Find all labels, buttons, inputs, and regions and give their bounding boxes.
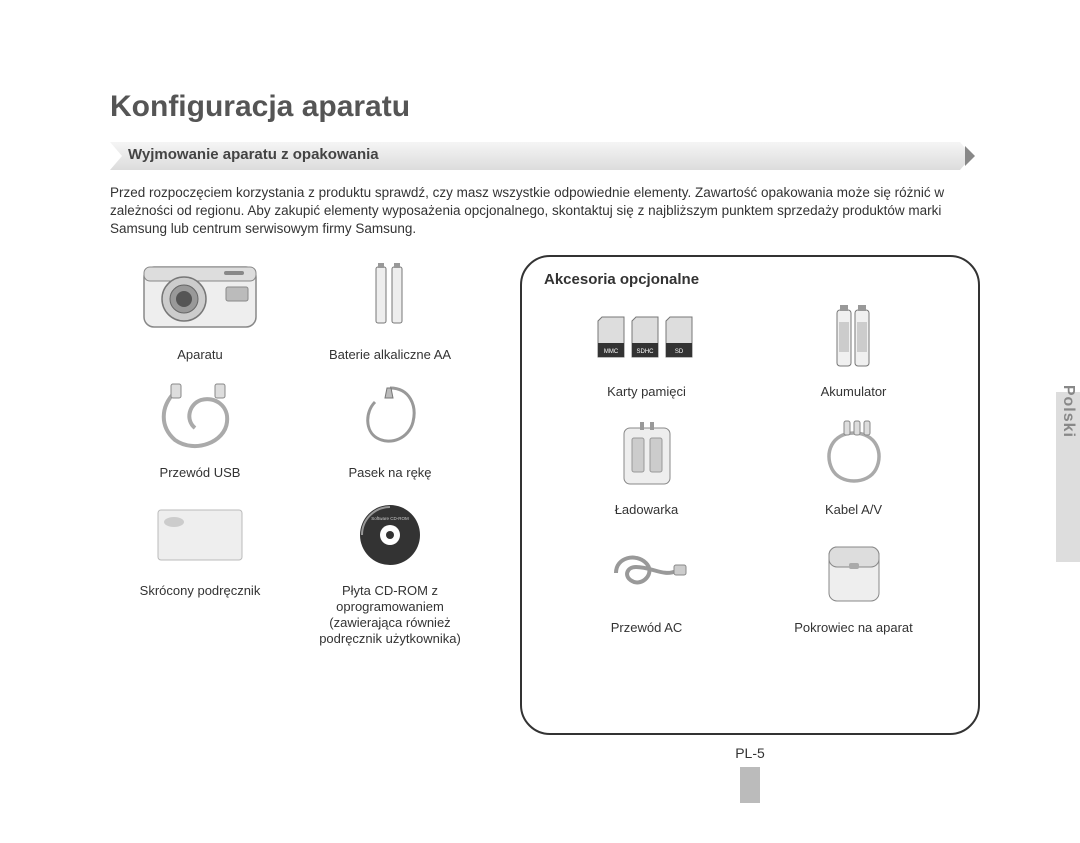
section-banner: Wyjmowanie aparatu z opakowania xyxy=(110,142,980,170)
page-number-bar xyxy=(740,767,760,803)
batteries-label: Baterie alkaliczne AA xyxy=(300,343,480,373)
cards-label: Karty pamięci xyxy=(548,382,745,410)
optional-title: Akcesoria opcjonalne xyxy=(544,271,952,288)
page-number: PL-5 xyxy=(520,745,980,761)
svg-text:Software CD-ROM: Software CD-ROM xyxy=(371,516,409,521)
ac-cord-icon xyxy=(548,534,745,612)
case-label: Pokrowiec na aparat xyxy=(755,618,952,646)
usb-label: Przewód USB xyxy=(110,461,290,491)
batteries-icon xyxy=(300,255,480,335)
guide-icon xyxy=(110,499,290,571)
charger-label: Ładowarka xyxy=(548,500,745,528)
svg-text:SD: SD xyxy=(674,349,683,355)
rechargeable-label: Akumulator xyxy=(755,382,952,410)
strap-icon xyxy=(300,381,480,453)
guide-label: Skrócony podręcznik xyxy=(110,579,290,648)
charger-icon xyxy=(548,416,745,494)
content-columns: Aparatu Baterie alkaliczne AA Przewód xyxy=(110,255,980,803)
usb-cable-icon xyxy=(110,381,290,453)
svg-text:MMC: MMC xyxy=(603,349,618,355)
intro-text: Przed rozpoczęciem korzystania z produkt… xyxy=(110,184,980,239)
page-content: Konfiguracja aparatu Wyjmowanie aparatu … xyxy=(0,0,1080,843)
cdrom-icon: Software CD-ROM xyxy=(300,499,480,571)
av-label: Kabel A/V xyxy=(755,500,952,528)
section-banner-text: Wyjmowanie aparatu z opakowania xyxy=(128,146,379,163)
av-cable-icon xyxy=(755,416,952,494)
camera-icon xyxy=(110,255,290,335)
case-icon xyxy=(755,534,952,612)
strap-label: Pasek na rękę xyxy=(300,461,480,491)
memory-cards-icon: MMC SDHC SD xyxy=(548,298,745,376)
optional-accessories: Akcesoria opcjonalne MMC xyxy=(520,255,980,803)
cdrom-label: Płyta CD-ROM z oprogramowaniem (zawieraj… xyxy=(300,579,480,648)
ac-label: Przewód AC xyxy=(548,618,745,646)
svg-text:SDHC: SDHC xyxy=(636,349,654,355)
rechargeable-icon xyxy=(755,298,952,376)
included-items: Aparatu Baterie alkaliczne AA Przewód xyxy=(110,255,480,803)
camera-label: Aparatu xyxy=(110,343,290,373)
page-title: Konfiguracja aparatu xyxy=(110,90,980,124)
